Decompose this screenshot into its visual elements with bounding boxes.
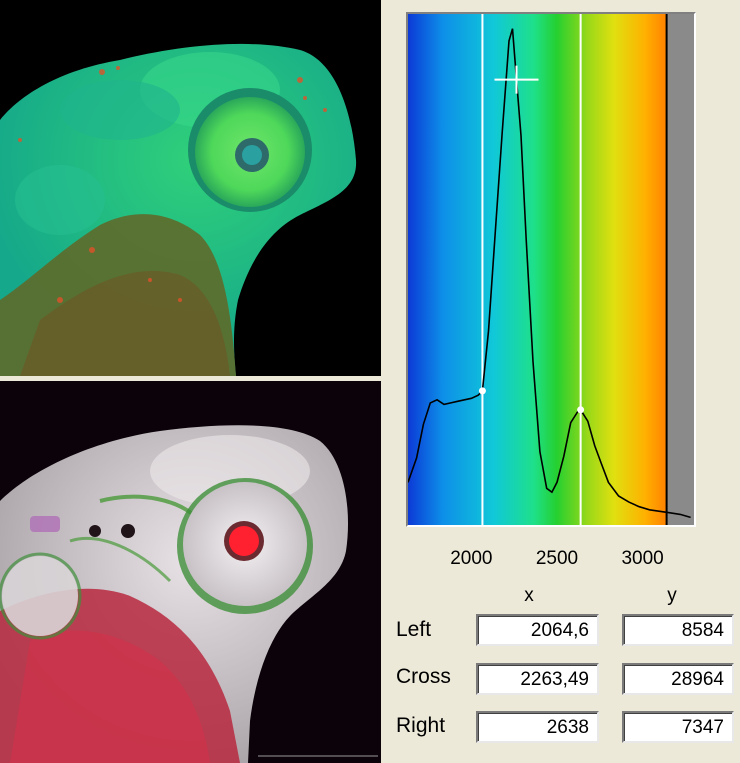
x-tick-label: 2500 xyxy=(535,548,579,569)
right-x-field[interactable]: 2638 xyxy=(476,711,599,743)
spectrum-panel: 2000 2500 3000 x y Left 2064,6 8584 Cros… xyxy=(384,0,740,763)
cross-x-field[interactable]: 2263,49 xyxy=(476,663,599,695)
crosshair-cursor[interactable] xyxy=(494,65,539,94)
spectrum-gradient xyxy=(408,14,694,525)
left-marker-point xyxy=(478,387,486,395)
cross-y-field[interactable]: 28964 xyxy=(622,663,734,695)
left-y-field[interactable]: 8584 xyxy=(622,614,734,646)
right-y-field[interactable]: 7347 xyxy=(622,711,734,743)
x-tick-label: 3000 xyxy=(621,548,664,569)
unmixed-micrograph xyxy=(0,381,381,763)
row-label-right: Right xyxy=(396,714,446,737)
row-label-cross: Cross xyxy=(396,665,451,688)
row-label-left: Left xyxy=(396,618,432,641)
column-header-y: y xyxy=(667,585,677,606)
spectrum-curve xyxy=(408,28,691,519)
cutoff-region xyxy=(666,14,694,525)
column-header-x: x xyxy=(524,585,534,606)
left-x-field[interactable]: 2064,6 xyxy=(476,614,599,646)
right-marker-point xyxy=(577,406,585,414)
x-tick-label: 2000 xyxy=(450,548,493,569)
spectrum-chart[interactable] xyxy=(406,12,696,527)
spectrum-plot[interactable] xyxy=(408,14,694,525)
lambda-coded-micrograph xyxy=(0,0,381,376)
